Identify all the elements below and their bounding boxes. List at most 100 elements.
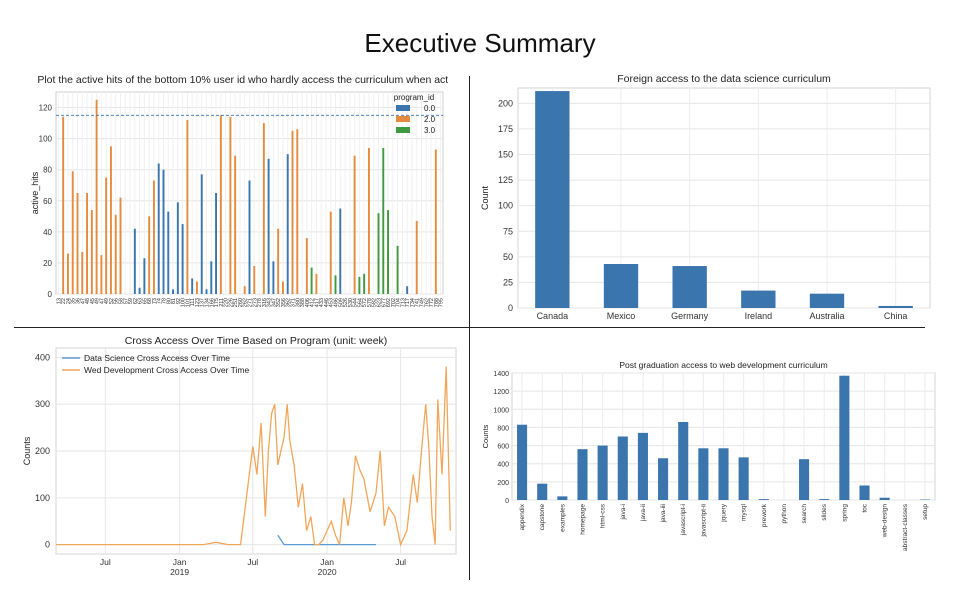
x-tick-label: 123 (195, 298, 201, 307)
x-tick-label: 52 (109, 298, 115, 304)
x-tick-label: jquery (721, 503, 728, 522)
x-tick-label: Jan (320, 557, 334, 567)
bar (76, 193, 79, 294)
y-tick-label: 100 (39, 135, 53, 144)
x-tick-label: 62 (133, 298, 139, 304)
y-tick-label: 40 (43, 228, 52, 237)
bar (243, 286, 246, 294)
bar (741, 290, 776, 308)
bar (415, 220, 418, 294)
x-tick-label: 74 (157, 298, 163, 304)
bar (310, 267, 313, 294)
bar (363, 273, 366, 294)
y-tick-label: 150 (498, 150, 513, 160)
bar (617, 436, 628, 500)
x-tick-label: 788 (434, 298, 440, 307)
bar (406, 286, 409, 294)
bar (535, 91, 570, 308)
x-tick-label: appendix (519, 503, 526, 530)
bar (81, 252, 84, 294)
x-tick-label: setup (922, 504, 929, 520)
y-tick-label: 1400 (493, 371, 509, 378)
x-tick-label: 36 (76, 298, 82, 304)
y-axis-label: Counts (481, 424, 490, 448)
x-tick-label: 101 (185, 298, 191, 307)
bar (219, 115, 222, 294)
x-tick-label: 251 (233, 298, 239, 307)
bar (191, 278, 194, 294)
bar (658, 458, 669, 500)
chart-cross-access: Cross Access Over Time Based on Program … (22, 335, 457, 577)
x-tick-label: java-i (620, 504, 627, 521)
bar (172, 289, 175, 294)
x-tick-label: 260 (238, 298, 244, 307)
x-tick-label: China (884, 311, 908, 321)
y-tick-label: 175 (498, 124, 513, 134)
x-tick-label: 316 (262, 298, 268, 307)
bar (176, 202, 179, 294)
bar (517, 424, 528, 500)
x-tick-label: 530 (348, 298, 354, 307)
chart-active-hits: Plot the active hits of the bottom 10% u… (30, 74, 448, 307)
bar (66, 253, 69, 294)
bar (577, 449, 588, 500)
x-tick-label: 371 (291, 298, 297, 307)
legend-swatch (396, 105, 410, 111)
x-tick-label: 741 (415, 298, 421, 307)
bar (329, 211, 332, 294)
x-tick-label: 509 (338, 298, 344, 307)
x-tick-label: abstract-classes (902, 503, 909, 551)
x-tick-label: html-css (600, 503, 607, 528)
y-tick-label: 1200 (493, 389, 509, 396)
x-tick-label: Ireland (745, 311, 773, 321)
bar (758, 499, 769, 500)
x-tick-label: 578 (367, 298, 373, 307)
bar (738, 457, 749, 500)
bar (100, 255, 103, 294)
x-tick-label: 47 (80, 298, 86, 304)
bar (597, 445, 608, 500)
bar (71, 171, 74, 294)
x-tick-label: Australia (809, 311, 844, 321)
x-tick-label: 412 (310, 298, 316, 307)
x-tick-label: Jan (173, 557, 187, 567)
bar (286, 154, 289, 294)
x-tick-label: 356 (281, 298, 287, 307)
x-tick-label: 526 (343, 298, 349, 307)
bar (143, 258, 146, 294)
x-tick-label: slides (821, 503, 828, 520)
bar (358, 276, 361, 294)
x-tick-label: 564 (357, 298, 363, 307)
x-tick-label: 734 (410, 298, 416, 307)
bar (186, 119, 189, 294)
chart-title: Cross Access Over Time Based on Program … (125, 335, 388, 347)
x-tick-label: 73 (152, 298, 158, 304)
x-tick-label: 544 (353, 298, 359, 307)
bar (109, 146, 112, 294)
bar (334, 275, 337, 294)
y-tick-label: 80 (43, 166, 52, 175)
x-tick-label: 80 (166, 298, 172, 304)
bar (382, 147, 385, 294)
x-tick-label: 446 (324, 298, 330, 307)
x-tick-label: 92 (176, 298, 182, 304)
bar (305, 238, 308, 294)
bar (377, 213, 380, 294)
bar (672, 266, 707, 308)
bar (718, 448, 729, 500)
bar (138, 287, 141, 294)
bar (248, 180, 251, 294)
y-tick-label: 200 (497, 480, 509, 487)
x-tick-label: 713 (400, 298, 406, 307)
x-tick-sublabel: 2020 (318, 567, 337, 577)
bar (62, 116, 65, 294)
legend-title: program_id (394, 93, 434, 102)
series-line (277, 534, 376, 546)
y-axis-label: Counts (22, 436, 32, 465)
bar (387, 210, 390, 294)
y-tick-label: 0 (48, 290, 53, 299)
x-tick-label: 49 (104, 298, 110, 304)
chart-title: Plot the active hits of the bottom 10% u… (37, 74, 448, 86)
x-tick-label: 49 (95, 298, 101, 304)
x-tick-label: Jul (100, 557, 111, 567)
